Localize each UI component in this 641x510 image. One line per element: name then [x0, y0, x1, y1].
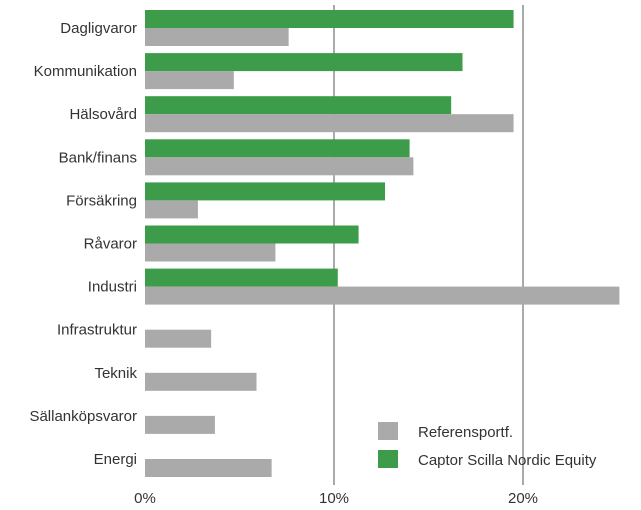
- bar-captor: [145, 182, 386, 201]
- bar-referens: [145, 157, 414, 176]
- legend-swatch-referens: [378, 422, 398, 440]
- bar-captor: [145, 225, 359, 244]
- bar-referens: [145, 200, 198, 219]
- bar-referens: [145, 372, 257, 391]
- category-label: Industri: [88, 279, 137, 296]
- bar-captor: [145, 96, 452, 115]
- bar-captor: [145, 268, 338, 287]
- category-label: Dagligvaror: [60, 20, 137, 37]
- bar-referens: [145, 243, 276, 262]
- bar-referens: [145, 71, 234, 90]
- category-label: Teknik: [94, 365, 137, 382]
- bar-captor: [145, 53, 463, 72]
- category-labels: Dagligvaror Kommunikation Hälsovård Bank/fi…: [29, 20, 137, 468]
- bar-captor: [145, 139, 410, 158]
- legend-swatch-captor: [378, 450, 398, 468]
- category-label: Hälsovård: [69, 106, 137, 123]
- bar-referens: [145, 415, 215, 434]
- category-label: Sällanköpsvaror: [29, 408, 137, 425]
- bar-captor: [145, 10, 514, 28]
- legend: Referensportf. Captor Scilla Nordic Equi…: [378, 422, 597, 469]
- legend-label-captor: Captor Scilla Nordic Equity: [418, 452, 597, 469]
- x-tick-label: 10%: [319, 490, 349, 507]
- bar-referens: [145, 114, 514, 133]
- bar-referens: [145, 286, 620, 305]
- bar-referens: [145, 329, 212, 348]
- x-tick-labels: 0% 10% 20%: [134, 490, 538, 507]
- category-label: Råvaror: [84, 236, 137, 253]
- bar-referens: [145, 28, 289, 46]
- category-label: Infrastruktur: [57, 322, 137, 339]
- bars: [145, 10, 620, 477]
- category-label: Kommunikation: [34, 63, 137, 80]
- x-tick-label: 0%: [134, 490, 156, 507]
- gridlines: [333, 5, 524, 485]
- category-label: Energi: [94, 451, 137, 468]
- x-tick-label: 20%: [508, 490, 538, 507]
- bar-referens: [145, 459, 272, 477]
- category-label: Bank/finans: [59, 149, 137, 166]
- category-label: Försäkring: [66, 192, 137, 209]
- legend-label-referens: Referensportf.: [418, 424, 513, 441]
